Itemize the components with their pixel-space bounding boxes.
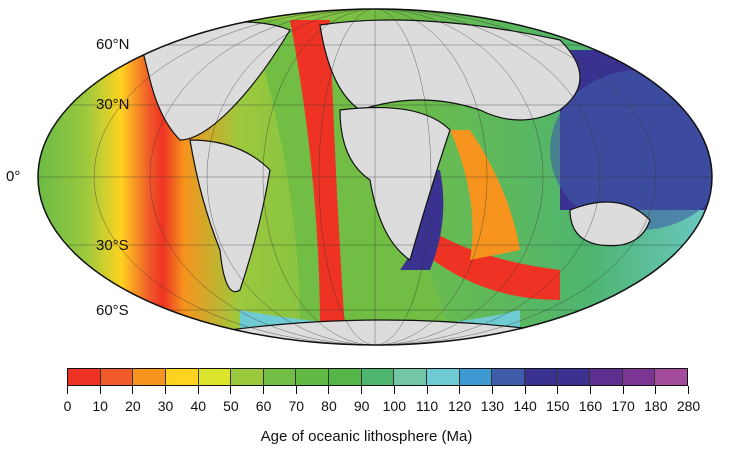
colorbar-segment	[100, 369, 134, 385]
colorbar-tick	[459, 386, 461, 394]
colorbar-tick-label: 70	[288, 398, 305, 414]
colorbar-tick	[67, 386, 68, 394]
lat-label-60s: 60°S	[96, 302, 129, 319]
colorbar-segment	[133, 369, 166, 385]
colorbar-tick-label: 130	[480, 398, 505, 414]
antarctica	[229, 319, 541, 345]
colorbar-tick-label: 180	[644, 398, 668, 414]
colorbar-segment	[524, 369, 558, 385]
colorbar-tick-label: 20	[125, 398, 141, 414]
lat-label-30s: 30°S	[96, 237, 129, 254]
colorbar-segment	[296, 369, 329, 385]
colorbar-segment	[655, 369, 687, 385]
colorbar-tick-label: 50	[223, 398, 239, 414]
colorbar-tick-label: 150	[546, 398, 570, 414]
colorbar-segment	[198, 369, 232, 385]
colorbar-tick	[688, 386, 689, 394]
south-america	[189, 139, 271, 293]
colorbar-tick-label: 10	[92, 398, 108, 414]
colorbar-tick-label: 0	[63, 398, 72, 414]
colorbar-tick	[524, 386, 526, 394]
colorbar-tick-label: 100	[382, 398, 407, 414]
colorbar	[67, 368, 688, 386]
colorbar-tick	[132, 386, 134, 394]
colorbar-tick	[491, 386, 493, 394]
colorbar-segment	[231, 369, 264, 385]
africa	[339, 106, 451, 261]
colorbar-tick	[589, 386, 591, 394]
colorbar-segment	[68, 369, 101, 385]
colorbar-tick	[328, 386, 330, 394]
colorbar-tick-label: 30	[157, 398, 174, 414]
colorbar-tick	[557, 386, 559, 394]
colorbar-tick-label: 80	[321, 398, 337, 414]
colorbar-segment	[492, 369, 525, 385]
lat-label-equator: 0°	[6, 168, 21, 185]
lat-label-60n: 60°N	[96, 36, 130, 53]
colorbar-tick	[165, 386, 167, 394]
colorbar-tick	[426, 386, 428, 394]
colorbar-segment	[263, 369, 297, 385]
colorbar-title: Age of oceanic lithosphere (Ma)	[260, 428, 473, 445]
colorbar-tick-label: 280	[676, 398, 701, 414]
colorbar-segment	[557, 369, 590, 385]
colorbar-tick-label: 110	[415, 398, 439, 414]
colorbar-tick-label: 40	[190, 398, 207, 414]
colorbar-tick-label: 120	[448, 398, 472, 414]
colorbar-tick-label: 60	[255, 398, 272, 414]
continents	[139, 19, 651, 345]
colorbar-tick	[263, 386, 265, 394]
lat-label-30n: 30°N	[96, 96, 130, 113]
australia	[569, 201, 651, 247]
colorbar-tick	[99, 386, 101, 394]
colorbar-tick-label: 140	[513, 398, 537, 414]
colorbar-segment	[622, 369, 656, 385]
colorbar-segment	[426, 369, 460, 385]
colorbar-tick	[393, 386, 395, 394]
colorbar-tick	[295, 386, 297, 394]
colorbar-tick	[622, 386, 624, 394]
colorbar-segment	[329, 369, 362, 385]
map-border	[37, 8, 713, 346]
colorbar-tick	[361, 386, 363, 394]
colorbar-segment	[165, 369, 199, 385]
colorbar-tick	[655, 386, 657, 394]
colorbar-tick	[230, 386, 232, 394]
colorbar-segment	[361, 369, 395, 385]
colorbar-tick-label: 160	[578, 398, 603, 414]
colorbar-tick	[197, 386, 199, 394]
colorbar-segment	[459, 369, 493, 385]
colorbar-segment	[394, 369, 427, 385]
colorbar-tick-label: 90	[353, 398, 370, 414]
colorbar-segment	[590, 369, 623, 385]
ocean-age-map	[37, 8, 713, 346]
colorbar-tick-label: 170	[611, 398, 635, 414]
